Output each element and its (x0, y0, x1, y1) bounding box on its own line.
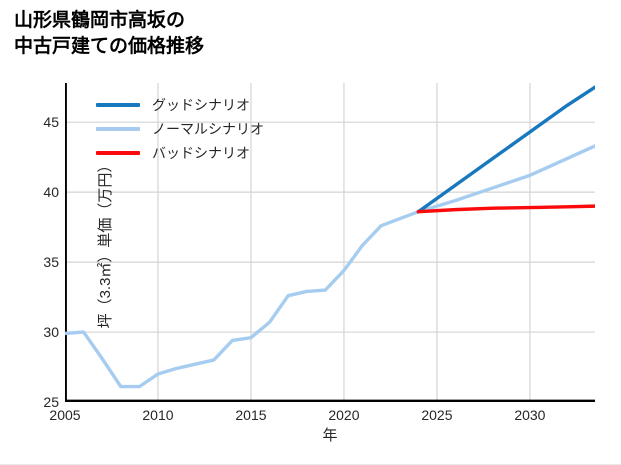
legend-item-good: グッドシナリオ (96, 93, 264, 117)
x-tick-2005: 2005 (49, 407, 81, 423)
chart-canvas (65, 83, 595, 402)
y-tick-35: 35 (43, 254, 59, 271)
page-title: 山形県鶴岡市高坂の 中古戸建ての価格推移 (14, 10, 205, 57)
x-tick-2015: 2015 (235, 407, 267, 423)
legend-label-bad: バッドシナリオ (152, 145, 250, 161)
x-tick-2030: 2030 (514, 407, 546, 423)
legend-swatch-good (96, 103, 140, 107)
legend-label-normal: ノーマルシナリオ (152, 121, 264, 137)
chart-legend: グッドシナリオ ノーマルシナリオ バッドシナリオ (96, 93, 264, 165)
y-tick-45: 45 (43, 114, 59, 131)
legend-item-bad: バッドシナリオ (96, 141, 264, 165)
legend-item-normal: ノーマルシナリオ (96, 117, 264, 141)
x-axis-label: 年 (322, 427, 338, 444)
legend-label-good: グッドシナリオ (152, 97, 250, 113)
y-tick-25: 25 (43, 394, 59, 410)
x-tick-2010: 2010 (142, 407, 174, 423)
x-tick-2020: 2020 (328, 407, 360, 423)
plot-area: 坪（3.3㎡）単価（万円） 年 25 30 35 40 45 2005 2010 2015 2… (43, 83, 595, 444)
legend-swatch-bad (96, 151, 140, 155)
y-axis-label: 坪（3.3㎡）単価（万円） (96, 157, 114, 328)
x-tick-2025: 2025 (421, 407, 453, 423)
y-tick-40: 40 (43, 184, 59, 201)
legend-swatch-normal (96, 127, 140, 131)
y-tick-30: 30 (43, 324, 59, 341)
